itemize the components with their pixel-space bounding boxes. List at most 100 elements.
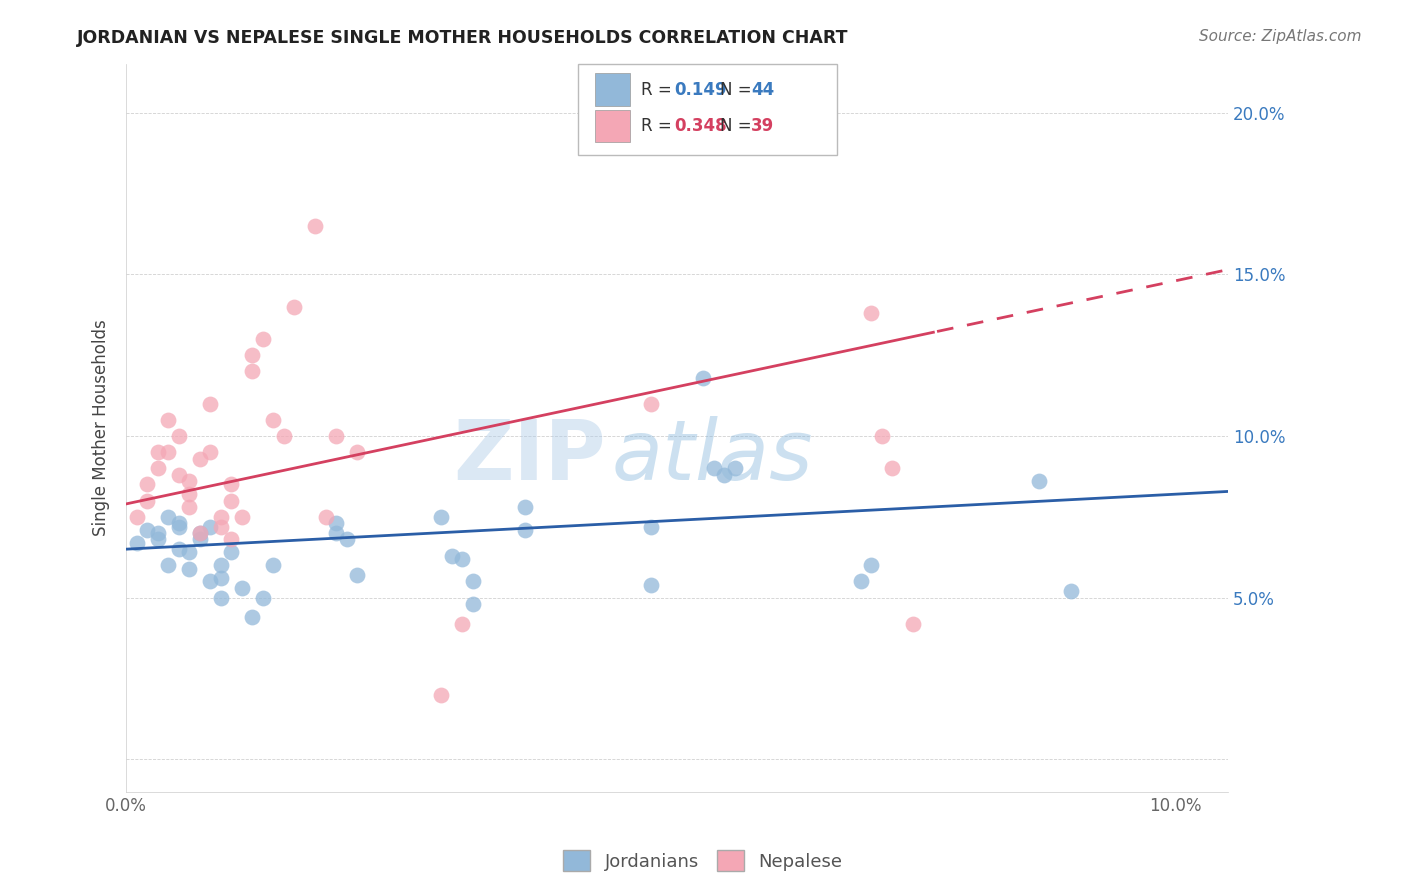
Point [440, 549, 463, 563]
Point [209, 509, 232, 524]
FancyBboxPatch shape [595, 73, 630, 106]
Point [219, 493, 242, 508]
Point [640, 396, 662, 410]
Point [692, 370, 714, 384]
Point [262, 413, 284, 427]
Point [724, 461, 747, 475]
Point [461, 597, 484, 611]
Point [209, 571, 232, 585]
FancyBboxPatch shape [578, 64, 837, 155]
Text: atlas: atlas [612, 417, 813, 498]
Point [1060, 584, 1083, 599]
Point [882, 461, 904, 475]
Point [209, 519, 232, 533]
Point [252, 591, 274, 605]
Point [325, 516, 347, 531]
Point [157, 509, 180, 524]
Point [273, 429, 295, 443]
Y-axis label: Single Mother Households: Single Mother Households [93, 319, 110, 536]
Point [200, 396, 222, 410]
Point [209, 558, 232, 573]
Point [188, 533, 211, 547]
Text: 0.149: 0.149 [673, 80, 727, 98]
Point [219, 477, 242, 491]
Point [125, 535, 148, 549]
Point [231, 581, 253, 595]
Point [146, 461, 169, 475]
Point [903, 616, 925, 631]
Point [860, 306, 883, 320]
Point [146, 445, 169, 459]
Text: 39: 39 [751, 117, 775, 135]
Point [315, 509, 337, 524]
Point [146, 533, 169, 547]
Point [1028, 475, 1050, 489]
Point [513, 500, 536, 515]
Point [136, 477, 159, 491]
Point [167, 519, 190, 533]
Point [200, 445, 222, 459]
Point [179, 475, 201, 489]
Point [167, 542, 190, 557]
Point [188, 526, 211, 541]
Point [640, 578, 662, 592]
Point [240, 348, 263, 362]
Point [283, 300, 305, 314]
Point [146, 526, 169, 541]
Text: N =: N = [720, 117, 756, 135]
Text: ZIP: ZIP [453, 417, 606, 498]
Point [451, 616, 474, 631]
Point [179, 500, 201, 515]
Point [167, 516, 190, 531]
Point [849, 574, 872, 589]
Point [136, 523, 159, 537]
Point [430, 688, 453, 702]
Text: Source: ZipAtlas.com: Source: ZipAtlas.com [1198, 29, 1361, 44]
Point [325, 429, 347, 443]
Text: 0.348: 0.348 [673, 117, 727, 135]
Point [703, 461, 725, 475]
Point [219, 533, 242, 547]
Point [167, 467, 190, 482]
Point [157, 558, 180, 573]
Text: R =: R = [641, 117, 676, 135]
Point [136, 493, 159, 508]
Point [240, 610, 263, 624]
Point [167, 429, 190, 443]
Text: 44: 44 [751, 80, 775, 98]
Point [451, 552, 474, 566]
Point [157, 413, 180, 427]
Point [262, 558, 284, 573]
Point [219, 545, 242, 559]
Point [200, 574, 222, 589]
Point [188, 526, 211, 541]
Point [513, 523, 536, 537]
Point [179, 561, 201, 575]
Point [240, 364, 263, 378]
Point [870, 429, 893, 443]
Point [346, 568, 368, 582]
Point [346, 445, 368, 459]
Point [252, 332, 274, 346]
Point [179, 545, 201, 559]
Point [640, 519, 662, 533]
FancyBboxPatch shape [595, 110, 630, 143]
Point [157, 445, 180, 459]
Point [461, 574, 484, 589]
Point [336, 533, 359, 547]
Text: N =: N = [720, 80, 756, 98]
Point [860, 558, 883, 573]
Point [125, 509, 148, 524]
Point [188, 451, 211, 466]
Legend: Jordanians, Nepalese: Jordanians, Nepalese [557, 843, 849, 879]
Text: JORDANIAN VS NEPALESE SINGLE MOTHER HOUSEHOLDS CORRELATION CHART: JORDANIAN VS NEPALESE SINGLE MOTHER HOUS… [77, 29, 849, 46]
Point [200, 519, 222, 533]
Point [209, 591, 232, 605]
Point [430, 509, 453, 524]
Point [304, 219, 326, 233]
Point [325, 526, 347, 541]
Point [713, 467, 735, 482]
Text: R =: R = [641, 80, 676, 98]
Point [179, 487, 201, 501]
Point [231, 509, 253, 524]
